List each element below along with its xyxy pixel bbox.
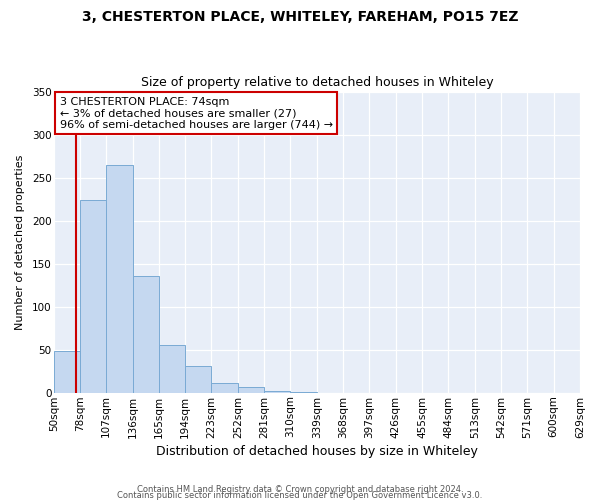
X-axis label: Distribution of detached houses by size in Whiteley: Distribution of detached houses by size … [156,444,478,458]
Text: Contains HM Land Registry data © Crown copyright and database right 2024.: Contains HM Land Registry data © Crown c… [137,485,463,494]
Bar [580,391,600,392]
Bar [80,200,106,392]
Text: 3, CHESTERTON PLACE, WHITELEY, FAREHAM, PO15 7EZ: 3, CHESTERTON PLACE, WHITELEY, FAREHAM, … [82,10,518,24]
Bar [238,388,264,392]
Title: Size of property relative to detached houses in Whiteley: Size of property relative to detached ho… [141,76,494,90]
Bar [211,383,238,392]
Bar [55,352,80,393]
Y-axis label: Number of detached properties: Number of detached properties [15,154,25,330]
Text: Contains public sector information licensed under the Open Government Licence v3: Contains public sector information licen… [118,490,482,500]
Bar [133,276,159,392]
Bar [106,165,133,392]
Bar [159,346,185,393]
Bar [185,366,211,392]
Text: 3 CHESTERTON PLACE: 74sqm
← 3% of detached houses are smaller (27)
96% of semi-d: 3 CHESTERTON PLACE: 74sqm ← 3% of detach… [60,96,333,130]
Bar [264,391,290,392]
